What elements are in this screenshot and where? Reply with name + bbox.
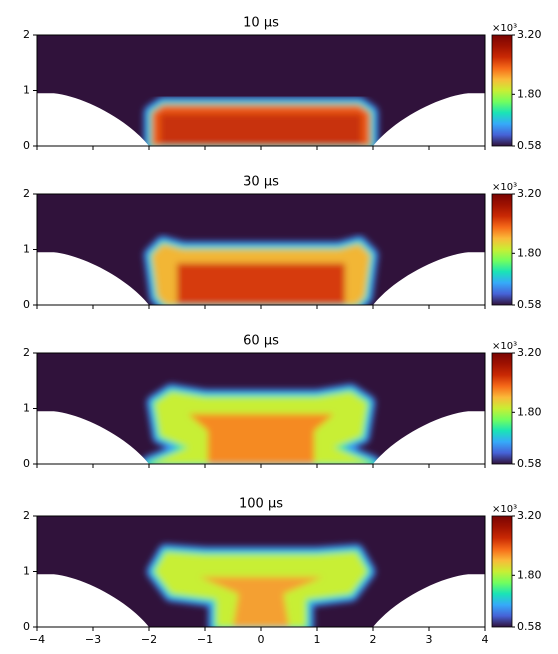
x-tick-label: 1 <box>314 633 321 646</box>
colorbar <box>491 34 513 147</box>
colorbar-multiplier: ×10³ <box>492 23 517 34</box>
field-core <box>199 577 323 627</box>
hot-region <box>146 544 376 627</box>
colorbar-tick-label: 0.58 <box>517 457 542 470</box>
x-tick-label: 2 <box>370 633 377 646</box>
heatmap <box>37 194 485 305</box>
field-core <box>160 113 362 146</box>
hot-region <box>143 235 379 305</box>
x-tick-label: 0 <box>258 633 265 646</box>
hot-region <box>143 96 379 146</box>
panel-title: 60 μs <box>243 334 279 349</box>
y-tick-label: 1 <box>23 243 30 256</box>
y-tick-label: 2 <box>23 28 30 41</box>
colorbar-tick-label: 0.58 <box>517 298 542 311</box>
heatmap <box>37 35 485 146</box>
colorbar-tick-label: 3.20 <box>517 28 542 41</box>
x-tick-label: 4 <box>482 633 489 646</box>
x-tick-label: −3 <box>85 633 101 646</box>
y-tick-label: 0 <box>23 620 30 633</box>
y-tick-label: 1 <box>23 565 30 578</box>
y-tick-label: 1 <box>23 84 30 97</box>
colorbar <box>491 352 513 465</box>
colorbar-tick-label: 3.20 <box>517 187 542 200</box>
y-tick-label: 0 <box>23 139 30 152</box>
hot-region <box>141 383 381 464</box>
colorbar-multiplier: ×10³ <box>492 182 517 193</box>
x-tick-label: −4 <box>29 633 45 646</box>
x-tick-label: 3 <box>426 633 433 646</box>
colorbar <box>491 515 513 628</box>
panel-title: 10 μs <box>243 16 279 31</box>
y-tick-label: 0 <box>23 298 30 311</box>
solid-region <box>37 93 485 146</box>
colorbar-tick-label: 1.80 <box>517 246 542 259</box>
colorbar <box>491 193 513 306</box>
y-tick-label: 2 <box>23 187 30 200</box>
field-core <box>188 414 334 464</box>
colorbar-tick-label: 1.80 <box>517 568 542 581</box>
solid-region <box>37 252 485 305</box>
colorbar-tick-label: 3.20 <box>517 346 542 359</box>
colorbar-tick-label: 3.20 <box>517 509 542 522</box>
colorbar-tick-label: 0.58 <box>517 139 542 152</box>
y-tick-label: 0 <box>23 457 30 470</box>
heatmap <box>37 516 485 627</box>
colorbar-tick-label: 0.58 <box>517 620 542 633</box>
field-core <box>177 263 345 305</box>
x-tick-label: −1 <box>197 633 213 646</box>
panel-title: 100 μs <box>239 497 283 512</box>
solid-region <box>37 574 485 627</box>
colorbar-multiplier: ×10³ <box>492 341 517 352</box>
x-tick-label: −2 <box>141 633 157 646</box>
y-tick-label: 2 <box>23 346 30 359</box>
y-tick-label: 2 <box>23 509 30 522</box>
colorbar-tick-label: 1.80 <box>517 405 542 418</box>
solid-region <box>37 411 485 464</box>
colorbar-multiplier: ×10³ <box>492 504 517 515</box>
heatmap <box>37 353 485 464</box>
y-tick-label: 1 <box>23 402 30 415</box>
panel-title: 30 μs <box>243 175 279 190</box>
colorbar-tick-label: 1.80 <box>517 87 542 100</box>
